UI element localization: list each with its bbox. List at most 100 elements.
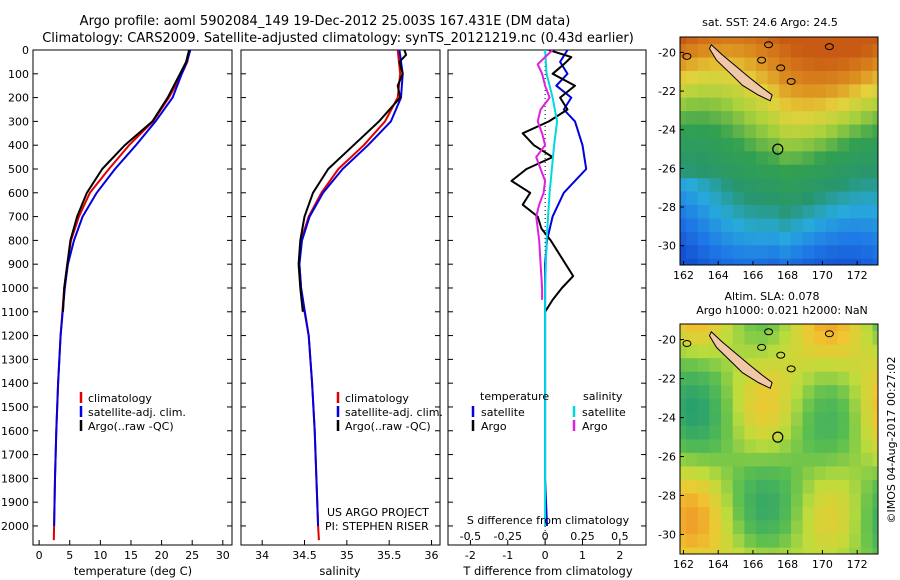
sst-cell [837, 70, 850, 85]
sst-cell [814, 205, 827, 219]
sst-cell [756, 218, 769, 233]
sst-cell [872, 258, 878, 265]
sla-cell [709, 493, 722, 508]
sla-cell [860, 324, 873, 332]
sst-cell [744, 57, 757, 72]
sla-cell [814, 452, 827, 467]
sst-cell [732, 37, 745, 45]
sst-cell [697, 245, 710, 259]
sla-cell [686, 534, 699, 548]
sst-cell [837, 37, 850, 45]
difference-plot-frame [447, 49, 647, 546]
sst-cell [849, 151, 862, 166]
sla-cell [837, 493, 850, 508]
sst-cell [860, 191, 873, 206]
sst-cell [732, 137, 745, 152]
sst-cell [686, 70, 699, 85]
sla-cell [686, 331, 699, 345]
island-outline [682, 52, 692, 60]
sst-cell [790, 44, 803, 58]
sst-cell [680, 111, 687, 125]
x-tick-label: 0 [542, 530, 549, 543]
sla-cell [767, 452, 780, 467]
sst-cell [860, 37, 873, 45]
sla-cell [790, 493, 803, 508]
sst-cell [709, 258, 722, 265]
sla-cell [744, 493, 757, 508]
sla-cell [814, 344, 827, 359]
legend-climatology-label: climatology [88, 392, 152, 405]
sla-cell [709, 466, 722, 481]
sla-cell [825, 507, 838, 521]
map-y-tick-label: -20 [658, 334, 676, 347]
sst-map-coastline [682, 41, 834, 102]
depth-tick-label: 500 [8, 163, 29, 176]
sst-cell [767, 111, 780, 125]
sla-cell [686, 385, 699, 400]
sst-cell [709, 124, 722, 139]
x-tick-label: -0.5 [460, 530, 481, 543]
sst-cell [680, 151, 687, 166]
sst-cell [721, 258, 734, 265]
sla-cell [767, 439, 780, 454]
sst-cell [790, 97, 803, 112]
sla-cell [680, 344, 687, 359]
sst-cell [837, 191, 850, 206]
sst-cell [721, 97, 734, 112]
sst-cell [802, 84, 815, 98]
sla-cell [849, 385, 862, 400]
sst-cell [709, 37, 722, 45]
sla-cell [697, 324, 710, 332]
sla-cell [814, 385, 827, 400]
sla-cell [849, 425, 862, 440]
sla-cell [744, 331, 757, 345]
sst-cell [860, 70, 873, 85]
sla-cell [837, 479, 850, 494]
difference-depth-ticks [448, 49, 646, 527]
sst-cell [721, 137, 734, 152]
sla-cell [680, 520, 687, 535]
sst-cell [686, 44, 699, 58]
sla-cell [709, 358, 722, 372]
map-x-tick-label: 170 [812, 558, 833, 571]
island-outline [786, 77, 796, 85]
sst-cell [756, 231, 769, 246]
sst-cell [802, 205, 815, 219]
sst-cell [709, 111, 722, 125]
sla-cell [686, 507, 699, 521]
sla-cell [744, 398, 757, 413]
sla-cell [721, 331, 734, 345]
sla-cell [872, 439, 878, 454]
sst-cell [779, 124, 792, 139]
sla-cell [872, 331, 878, 345]
sla-cell [779, 493, 792, 508]
sst-cell [767, 37, 780, 45]
salinity-legend: climatology satellite-adj. clim. Argo(..… [336, 392, 443, 433]
s-difference-x-axis: -0.5 -0.25 0 0.25 0.5 [460, 530, 629, 543]
sla-cell [837, 439, 850, 454]
map-x-tick-label: 164 [708, 269, 729, 282]
sst-cell [872, 111, 878, 125]
sst-cell [849, 97, 862, 112]
sst-cell [767, 70, 780, 85]
sla-cell [837, 452, 850, 467]
project-credit: US ARGO PROJECT [327, 506, 429, 519]
sst-cell [697, 70, 710, 85]
x-tick-label: 0.25 [570, 530, 595, 543]
sst-cell [756, 191, 769, 206]
sst-cell [697, 97, 710, 112]
sla-cell [680, 412, 687, 427]
sst-cell [744, 111, 757, 125]
sst-cell [860, 111, 873, 125]
sst-cell [744, 258, 757, 265]
sla-cell [837, 324, 850, 332]
sst-cell [721, 151, 734, 166]
imos-timestamp: ©IMOS 04-Aug-2017 00:27:02 [885, 357, 898, 524]
sst-cell [825, 164, 838, 179]
sla-cell [709, 385, 722, 400]
sst-cell [767, 191, 780, 206]
sst-cell [697, 57, 710, 72]
sla-cell [790, 479, 803, 494]
sst-cell [860, 164, 873, 179]
sla-cell [721, 534, 734, 548]
